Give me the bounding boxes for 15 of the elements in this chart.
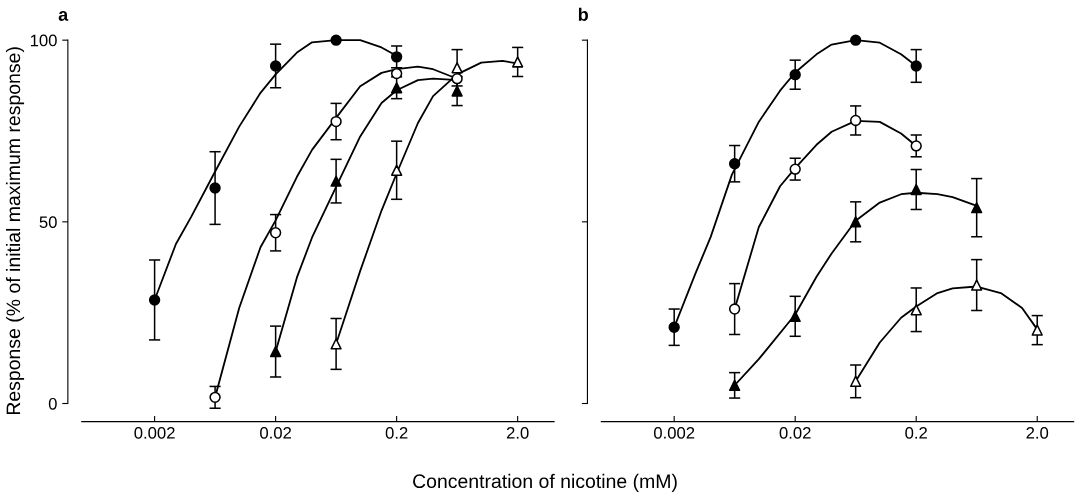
x-tick-label: 0.002 <box>653 426 695 439</box>
x-tick-label: 0.2 <box>385 426 408 439</box>
y-axis-title: Response (% of initial maximum response) <box>5 47 25 415</box>
x-tick-label: 0.02 <box>779 426 811 439</box>
y-tick-label: 50 <box>39 216 57 229</box>
x-axis-title: Concentration of nicotine (mM) <box>413 473 677 492</box>
chart-title: b <box>578 7 588 21</box>
y-tick-label: 0 <box>48 397 57 410</box>
x-tick-label: 2.0 <box>1026 426 1049 439</box>
x-tick-label: 0.02 <box>260 426 292 439</box>
x-tick-label: 0.002 <box>134 426 175 439</box>
chart-title: a <box>58 11 69 21</box>
x-tick-label: 0.2 <box>905 426 927 439</box>
x-tick-label: 2.0 <box>506 426 529 439</box>
y-tick-label: 100 <box>30 34 57 47</box>
